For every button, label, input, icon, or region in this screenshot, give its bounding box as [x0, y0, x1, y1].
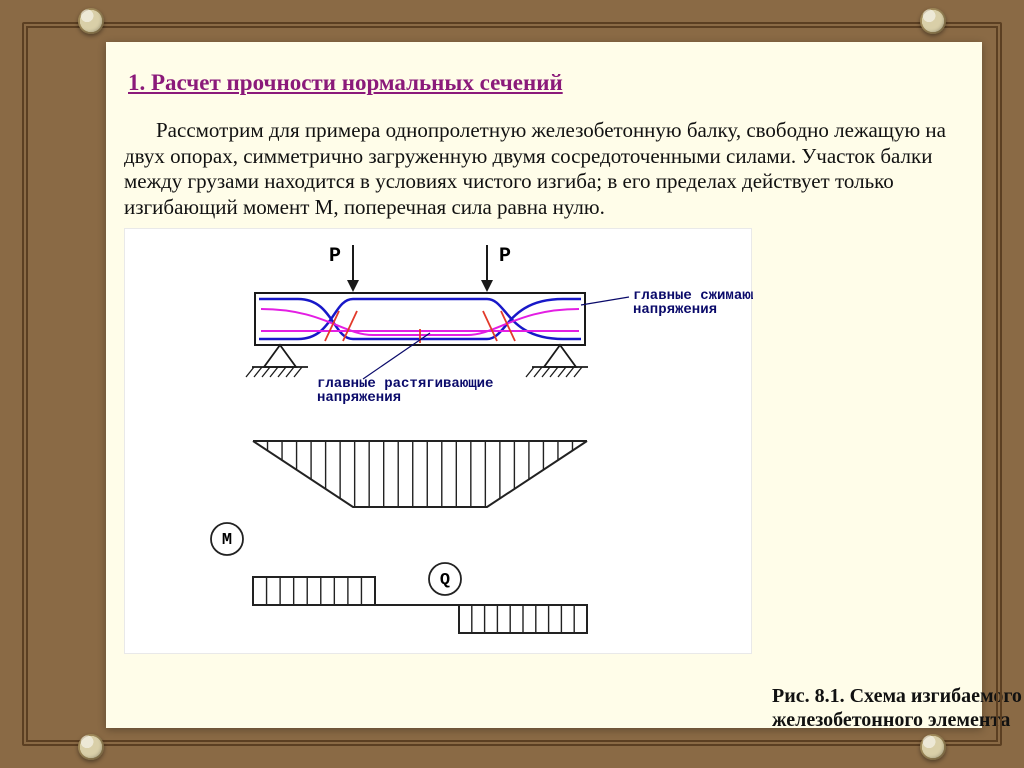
svg-text:Q: Q	[440, 571, 450, 590]
slide-page: 1. Расчет прочности нормальных сечений Р…	[106, 42, 982, 728]
body-paragraph: Рассмотрим для примера однопролетную жел…	[124, 118, 964, 220]
svg-text:P: P	[499, 245, 511, 268]
svg-text:напряжения: напряжения	[633, 302, 717, 318]
beam-diagram-svg: PPглавные сжимающиенапряженияглавные рас…	[125, 229, 753, 655]
svg-text:напряжения: напряжения	[317, 390, 401, 406]
frame-rivet	[920, 734, 946, 760]
section-heading: 1. Расчет прочности нормальных сечений	[128, 70, 964, 96]
frame-rivet	[78, 8, 104, 34]
figure-caption: Рис. 8.1. Схема изгибаемого железобетонн…	[772, 684, 1024, 732]
svg-text:M: M	[222, 531, 232, 550]
beam-diagram-figure: PPглавные сжимающиенапряженияглавные рас…	[124, 228, 752, 654]
frame-rivet	[78, 734, 104, 760]
frame-rivet	[920, 8, 946, 34]
svg-text:P: P	[329, 245, 341, 268]
